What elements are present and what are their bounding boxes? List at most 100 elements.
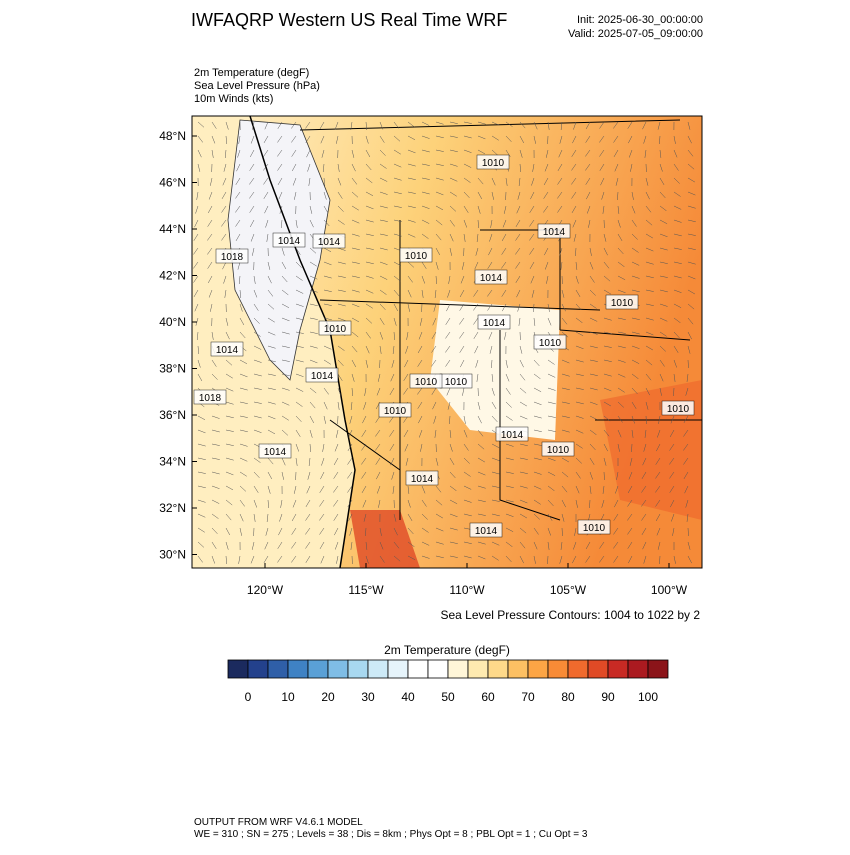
colorbar-box <box>247 659 269 679</box>
contour-label: 1010 <box>445 377 468 388</box>
contour-label-box <box>378 402 412 418</box>
barb-field <box>193 121 696 565</box>
colorbar-box <box>227 659 249 679</box>
colorbar-box <box>547 659 569 679</box>
colorbar-box <box>287 659 309 679</box>
lat-label: 46°N <box>159 176 186 190</box>
contour-label: 1014 <box>480 273 503 284</box>
colorbar-label: 60 <box>481 690 495 704</box>
colorbar-label: 10 <box>281 690 295 704</box>
colorbar-label: 90 <box>601 690 615 704</box>
colorbar-label: 30 <box>361 690 375 704</box>
contour-label-box <box>533 334 567 350</box>
title: IWFAQRP Western US Real Time WRF <box>191 10 507 30</box>
contour-label-box <box>476 154 510 170</box>
contour-label-box <box>541 441 575 457</box>
lat-label: 38°N <box>159 362 186 376</box>
contour-label: 1010 <box>405 251 428 262</box>
contour-label: 1010 <box>415 377 438 388</box>
colorbar-box <box>507 659 529 679</box>
colorbar-label: 50 <box>441 690 455 704</box>
lat-label: 32°N <box>159 501 186 515</box>
colorbar-box <box>347 659 369 679</box>
footer-line: WE = 310 ; SN = 275 ; Levels = 38 ; Dis … <box>194 829 588 840</box>
colorbar-box <box>327 659 349 679</box>
colorbar-label: 20 <box>321 690 335 704</box>
contour-label: 1018 <box>221 252 244 263</box>
contour-label-box <box>210 341 244 357</box>
lat-label: 30°N <box>159 548 186 562</box>
contour-label: 1014 <box>483 318 506 329</box>
lat-label: 40°N <box>159 315 186 329</box>
contour-label-box <box>318 320 352 336</box>
contour-label: 1014 <box>216 345 239 356</box>
contour-label: 1010 <box>384 406 407 417</box>
lon-label: 120°W <box>247 583 284 597</box>
contour-label-box <box>477 314 511 330</box>
contour-label-box <box>399 247 433 263</box>
contour-label: 1010 <box>539 338 562 349</box>
contour-label-box <box>272 232 306 248</box>
field-label: Sea Level Pressure (hPa) <box>194 80 320 92</box>
field-label: 2m Temperature (degF) <box>194 67 309 79</box>
contour-label: 1010 <box>324 324 347 335</box>
colorbar-box <box>407 659 429 679</box>
contour-label: 1010 <box>611 298 634 309</box>
contour-label-box <box>495 426 529 442</box>
colorbar-label: 80 <box>561 690 575 704</box>
wind-barbs <box>193 121 696 565</box>
contour-label-box <box>305 367 339 383</box>
colorbar-box <box>647 659 669 679</box>
colorbar-box <box>387 659 409 679</box>
contour-label-box <box>537 223 571 239</box>
colorbar-box <box>367 659 389 679</box>
contour-label-box <box>605 294 639 310</box>
lat-label: 48°N <box>159 129 186 143</box>
lon-label: 105°W <box>550 583 587 597</box>
contour-label-box <box>312 233 346 249</box>
field-label: 10m Winds (kts) <box>194 93 273 105</box>
contour-label: 1014 <box>318 237 341 248</box>
contour-label-box <box>193 389 227 405</box>
contour-label: 1018 <box>199 393 222 404</box>
lat-label: 42°N <box>159 269 186 283</box>
contour-label: 1014 <box>501 430 524 441</box>
colorbar-box <box>467 659 489 679</box>
contour-info: Sea Level Pressure Contours: 1004 to 102… <box>441 608 701 622</box>
contour-label-box <box>405 470 439 486</box>
colorbar-label: 0 <box>245 690 252 704</box>
lon-label: 110°W <box>449 583 485 597</box>
colorbar-box <box>567 659 589 679</box>
init-time: Init: 2025-06-30_00:00:00 <box>577 14 703 26</box>
contour-label-box <box>215 248 249 264</box>
lat-label: 36°N <box>159 408 186 422</box>
contour-label-box <box>409 373 443 389</box>
contour-label-box <box>661 400 695 416</box>
contour-label: 1010 <box>583 523 606 534</box>
contour-label: 1014 <box>543 227 566 238</box>
contour-label-box <box>577 519 611 535</box>
colorbar-box <box>607 659 629 679</box>
contour-label: 1014 <box>278 236 301 247</box>
colorbar-label: 70 <box>521 690 535 704</box>
contour-label-box <box>258 443 292 459</box>
colorbar-box <box>487 659 509 679</box>
map-frame <box>191 115 703 569</box>
colorbar-label: 100 <box>638 690 658 704</box>
contour-label: 1010 <box>547 445 570 456</box>
lon-label: 100°W <box>651 583 688 597</box>
colorbar-title: 2m Temperature (degF) <box>384 643 510 657</box>
contour-label: 1014 <box>475 526 498 537</box>
contour-label: 1010 <box>667 404 690 415</box>
valid-time: Valid: 2025-07-05_09:00:00 <box>568 28 703 40</box>
lon-label: 115°W <box>348 583 384 597</box>
contour-label-box <box>469 522 503 538</box>
colorbar-box <box>427 659 449 679</box>
map: 1010 1014 1010 1018 1010 1014 1014 1010 1010 1014… <box>192 116 702 568</box>
footer-line: OUTPUT FROM WRF V4.6.1 MODEL <box>194 817 363 828</box>
contour-label: 1014 <box>264 447 287 458</box>
lat-label: 34°N <box>159 455 186 469</box>
colorbar-label: 40 <box>401 690 415 704</box>
colorbar-box <box>267 659 289 679</box>
